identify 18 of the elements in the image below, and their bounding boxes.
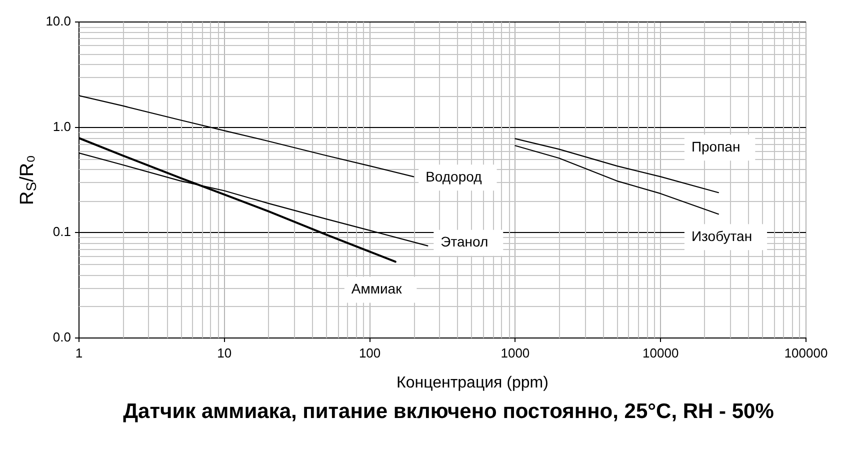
x-tick-label: 10 (217, 345, 232, 360)
series-label: Водород (426, 168, 482, 185)
x-tick-label: 1 (75, 345, 83, 360)
text: Пропан (691, 138, 740, 154)
x-tick-label: 100000 (784, 345, 828, 360)
x-axis-title: Концентрация (ppm) (396, 374, 548, 392)
y-tick-label: 0.0 (52, 330, 71, 345)
y-tick-label: 10.0 (46, 14, 71, 29)
series-label: Аммиак (351, 280, 403, 297)
x-tick-label: 1000 (500, 345, 530, 360)
x-tick-label: 10000 (642, 345, 679, 360)
series-label: Этанол (440, 234, 488, 250)
text: Датчик аммиака, питание включено постоянно, 25°C, RH - 50% (123, 400, 774, 423)
x-tick-label: 100 (358, 345, 381, 360)
y-tick-label: 0.1 (52, 224, 71, 240)
y-tick-label: 1.0 (52, 118, 71, 134)
y-axis-title: RS/R₀ (17, 155, 40, 205)
series-label: Изобутан (691, 228, 752, 244)
